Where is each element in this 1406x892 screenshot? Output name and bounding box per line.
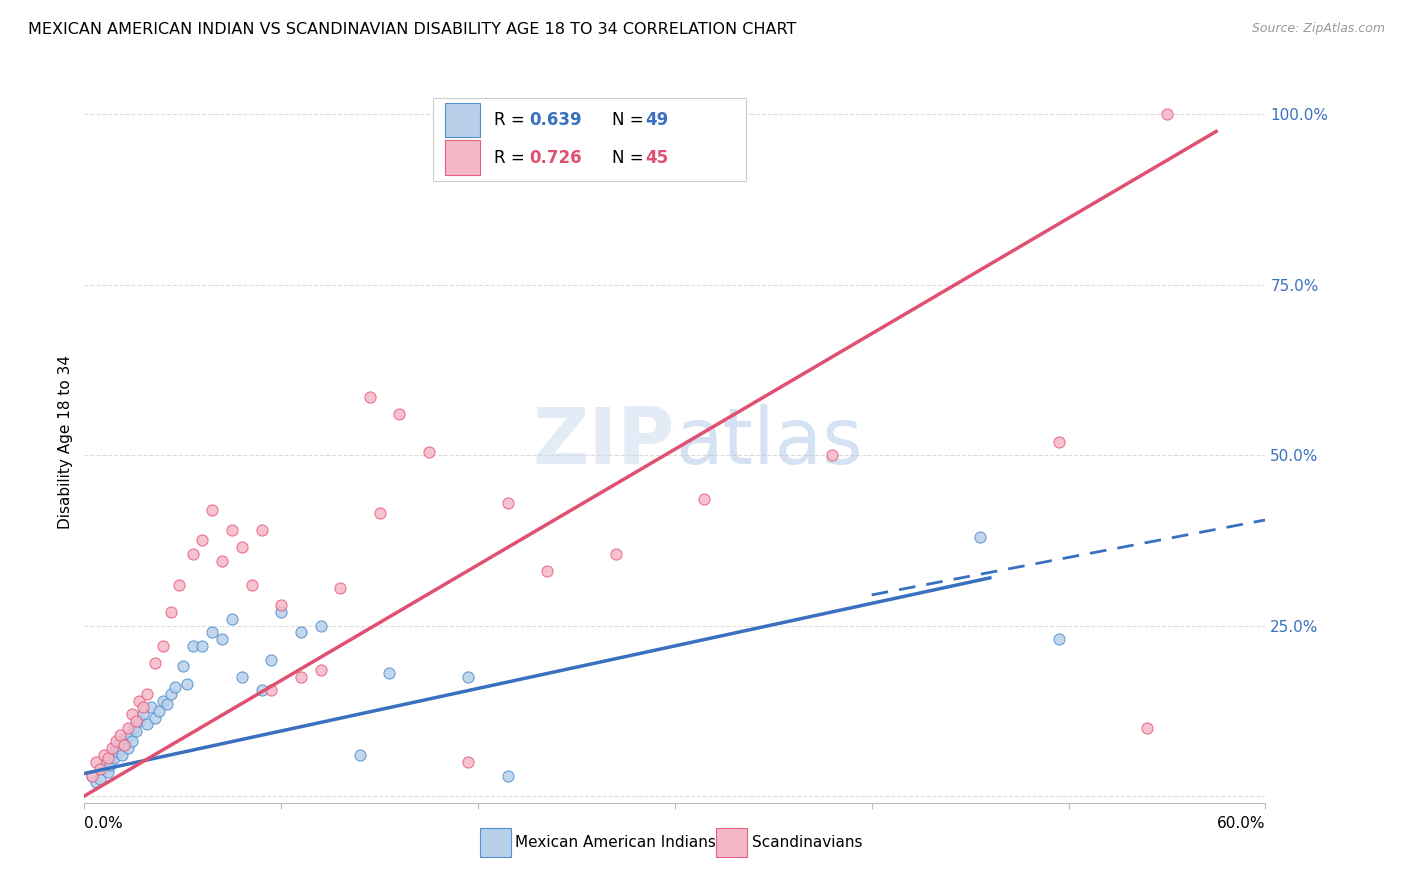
Text: N =: N = — [612, 149, 650, 167]
FancyBboxPatch shape — [444, 103, 479, 137]
Text: atlas: atlas — [675, 403, 862, 480]
FancyBboxPatch shape — [479, 828, 510, 857]
Text: 49: 49 — [645, 111, 669, 129]
Text: N =: N = — [612, 111, 650, 129]
Text: R =: R = — [494, 111, 530, 129]
Text: 0.726: 0.726 — [530, 149, 582, 167]
Text: 45: 45 — [645, 149, 668, 167]
Text: 60.0%: 60.0% — [1218, 816, 1265, 831]
Text: Scandinavians: Scandinavians — [752, 835, 862, 850]
FancyBboxPatch shape — [444, 140, 479, 175]
Text: Mexican American Indians: Mexican American Indians — [516, 835, 716, 850]
Text: ZIP: ZIP — [533, 403, 675, 480]
Y-axis label: Disability Age 18 to 34: Disability Age 18 to 34 — [58, 354, 73, 529]
Text: MEXICAN AMERICAN INDIAN VS SCANDINAVIAN DISABILITY AGE 18 TO 34 CORRELATION CHAR: MEXICAN AMERICAN INDIAN VS SCANDINAVIAN … — [28, 22, 796, 37]
FancyBboxPatch shape — [433, 98, 745, 181]
FancyBboxPatch shape — [716, 828, 747, 857]
Text: 0.0%: 0.0% — [84, 816, 124, 831]
Text: R =: R = — [494, 149, 530, 167]
Text: Source: ZipAtlas.com: Source: ZipAtlas.com — [1251, 22, 1385, 36]
Text: 0.639: 0.639 — [530, 111, 582, 129]
